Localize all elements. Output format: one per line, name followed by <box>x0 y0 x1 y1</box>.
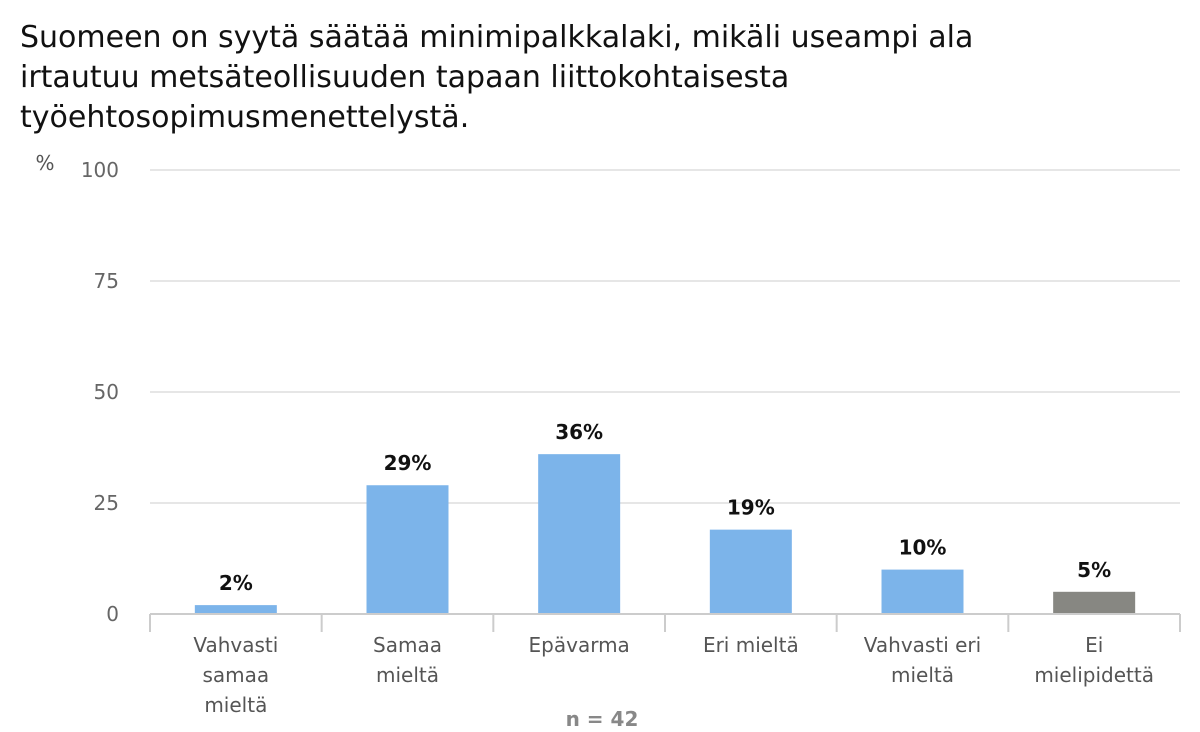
bar <box>881 569 964 614</box>
bars <box>194 454 1136 614</box>
chart-title-line-1: Suomeen on syytä säätää minimipalkkalaki… <box>20 20 974 55</box>
category-label: Vahvasti samaa mieltä <box>193 633 278 717</box>
sample-size-note: n = 42 <box>566 707 639 731</box>
y-tick-label: 25 <box>94 491 119 515</box>
category-label: Eri mieltä <box>703 633 799 657</box>
category-label: Samaa mieltä <box>373 633 442 687</box>
y-axis-ticks: 0 25 50 75 100 <box>81 158 119 626</box>
category-labels: Vahvasti samaa mieltä Samaa mieltä Epävarma Er… <box>193 633 1154 717</box>
bar <box>709 529 792 614</box>
chart-title-line-2: irtautuu metsäteollisuuden tapaan liitto… <box>20 60 790 95</box>
data-label: 36% <box>555 420 603 444</box>
category-label: Vahvasti eri mieltä <box>864 633 981 687</box>
bar <box>194 605 277 614</box>
bar <box>538 454 621 614</box>
y-tick-label: 0 <box>106 602 119 626</box>
data-label: 10% <box>899 536 947 560</box>
data-label: 2% <box>219 571 253 595</box>
category-label: Epävarma <box>529 633 630 657</box>
bar <box>1053 591 1136 614</box>
chart-title: Suomeen on syytä säätää minimipalkkalaki… <box>20 18 1120 138</box>
data-label: 19% <box>727 496 775 520</box>
y-tick-label: 75 <box>94 269 119 293</box>
y-axis-unit-label: % <box>35 151 54 175</box>
chart-title-line-3: työehtosopimusmenettelystä. <box>20 100 470 135</box>
data-label: 5% <box>1077 558 1111 582</box>
x-axis <box>149 613 1181 632</box>
y-tick-label: 100 <box>81 158 119 182</box>
gridlines <box>150 169 1180 504</box>
bar <box>366 485 449 614</box>
data-label: 29% <box>384 451 432 475</box>
category-label: Ei mielipidettä <box>1034 633 1154 687</box>
data-labels: 2% 29% 36% 19% 10% 5% <box>219 420 1111 595</box>
y-tick-label: 50 <box>94 380 119 404</box>
